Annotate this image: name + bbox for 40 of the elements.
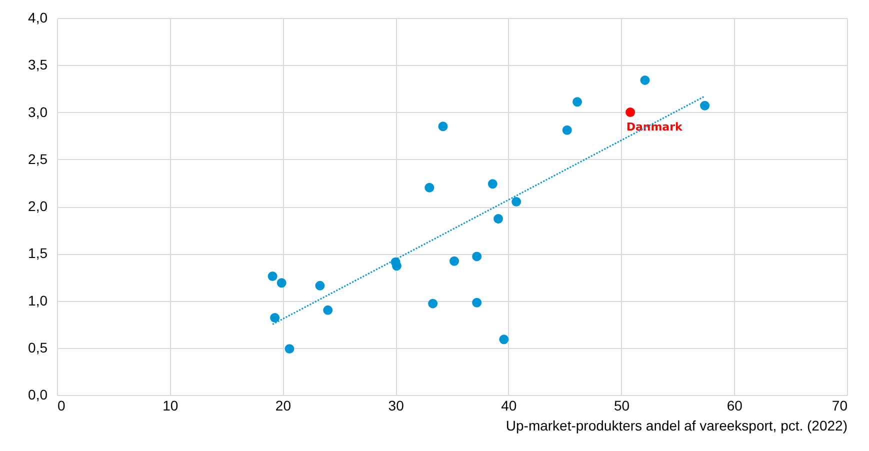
- x-tick-label: 40: [501, 398, 517, 414]
- point: [494, 214, 504, 224]
- point: [562, 125, 572, 135]
- point: [270, 312, 280, 322]
- point: [499, 334, 509, 344]
- y-tick-label: 0,5: [28, 339, 48, 356]
- y-tick-label: 1,5: [28, 245, 48, 262]
- y-tick-label: 2,0: [28, 198, 48, 214]
- x-tick-label: 50: [614, 398, 630, 414]
- point: [512, 197, 522, 207]
- y-tick-label: 0,0: [28, 386, 48, 402]
- y-tick-label: 3,0: [28, 104, 48, 120]
- y-tick-label: 1,0: [28, 292, 48, 308]
- point: [700, 100, 710, 110]
- point: [438, 122, 448, 132]
- point: [450, 256, 459, 266]
- point: [488, 179, 498, 189]
- point: [284, 344, 294, 354]
- point: [424, 182, 434, 192]
- point: [315, 280, 325, 290]
- x-axis-title: Up-market-produkters andel af vareeksport, pct. (2022): [506, 418, 848, 434]
- x-tick-label: 60: [726, 398, 743, 414]
- x-tick-label: 0: [58, 398, 66, 414]
- y-tick-label: 3,5: [28, 56, 48, 73]
- x-tick-label: 10: [162, 398, 178, 414]
- point: [626, 108, 636, 117]
- x-tick-label: 70: [832, 398, 848, 414]
- point: [428, 298, 438, 308]
- point: [276, 278, 286, 288]
- x-tick-label: 20: [275, 398, 292, 414]
- point: [472, 252, 482, 262]
- y-tick-label: 4,0: [28, 10, 48, 26]
- point: [472, 298, 482, 308]
- point: [572, 97, 582, 107]
- point: [268, 272, 278, 281]
- point: [323, 305, 333, 315]
- point: [392, 261, 402, 271]
- point: [640, 75, 650, 85]
- x-tick-label: 30: [388, 398, 404, 414]
- y-tick-label: 2,5: [28, 150, 48, 167]
